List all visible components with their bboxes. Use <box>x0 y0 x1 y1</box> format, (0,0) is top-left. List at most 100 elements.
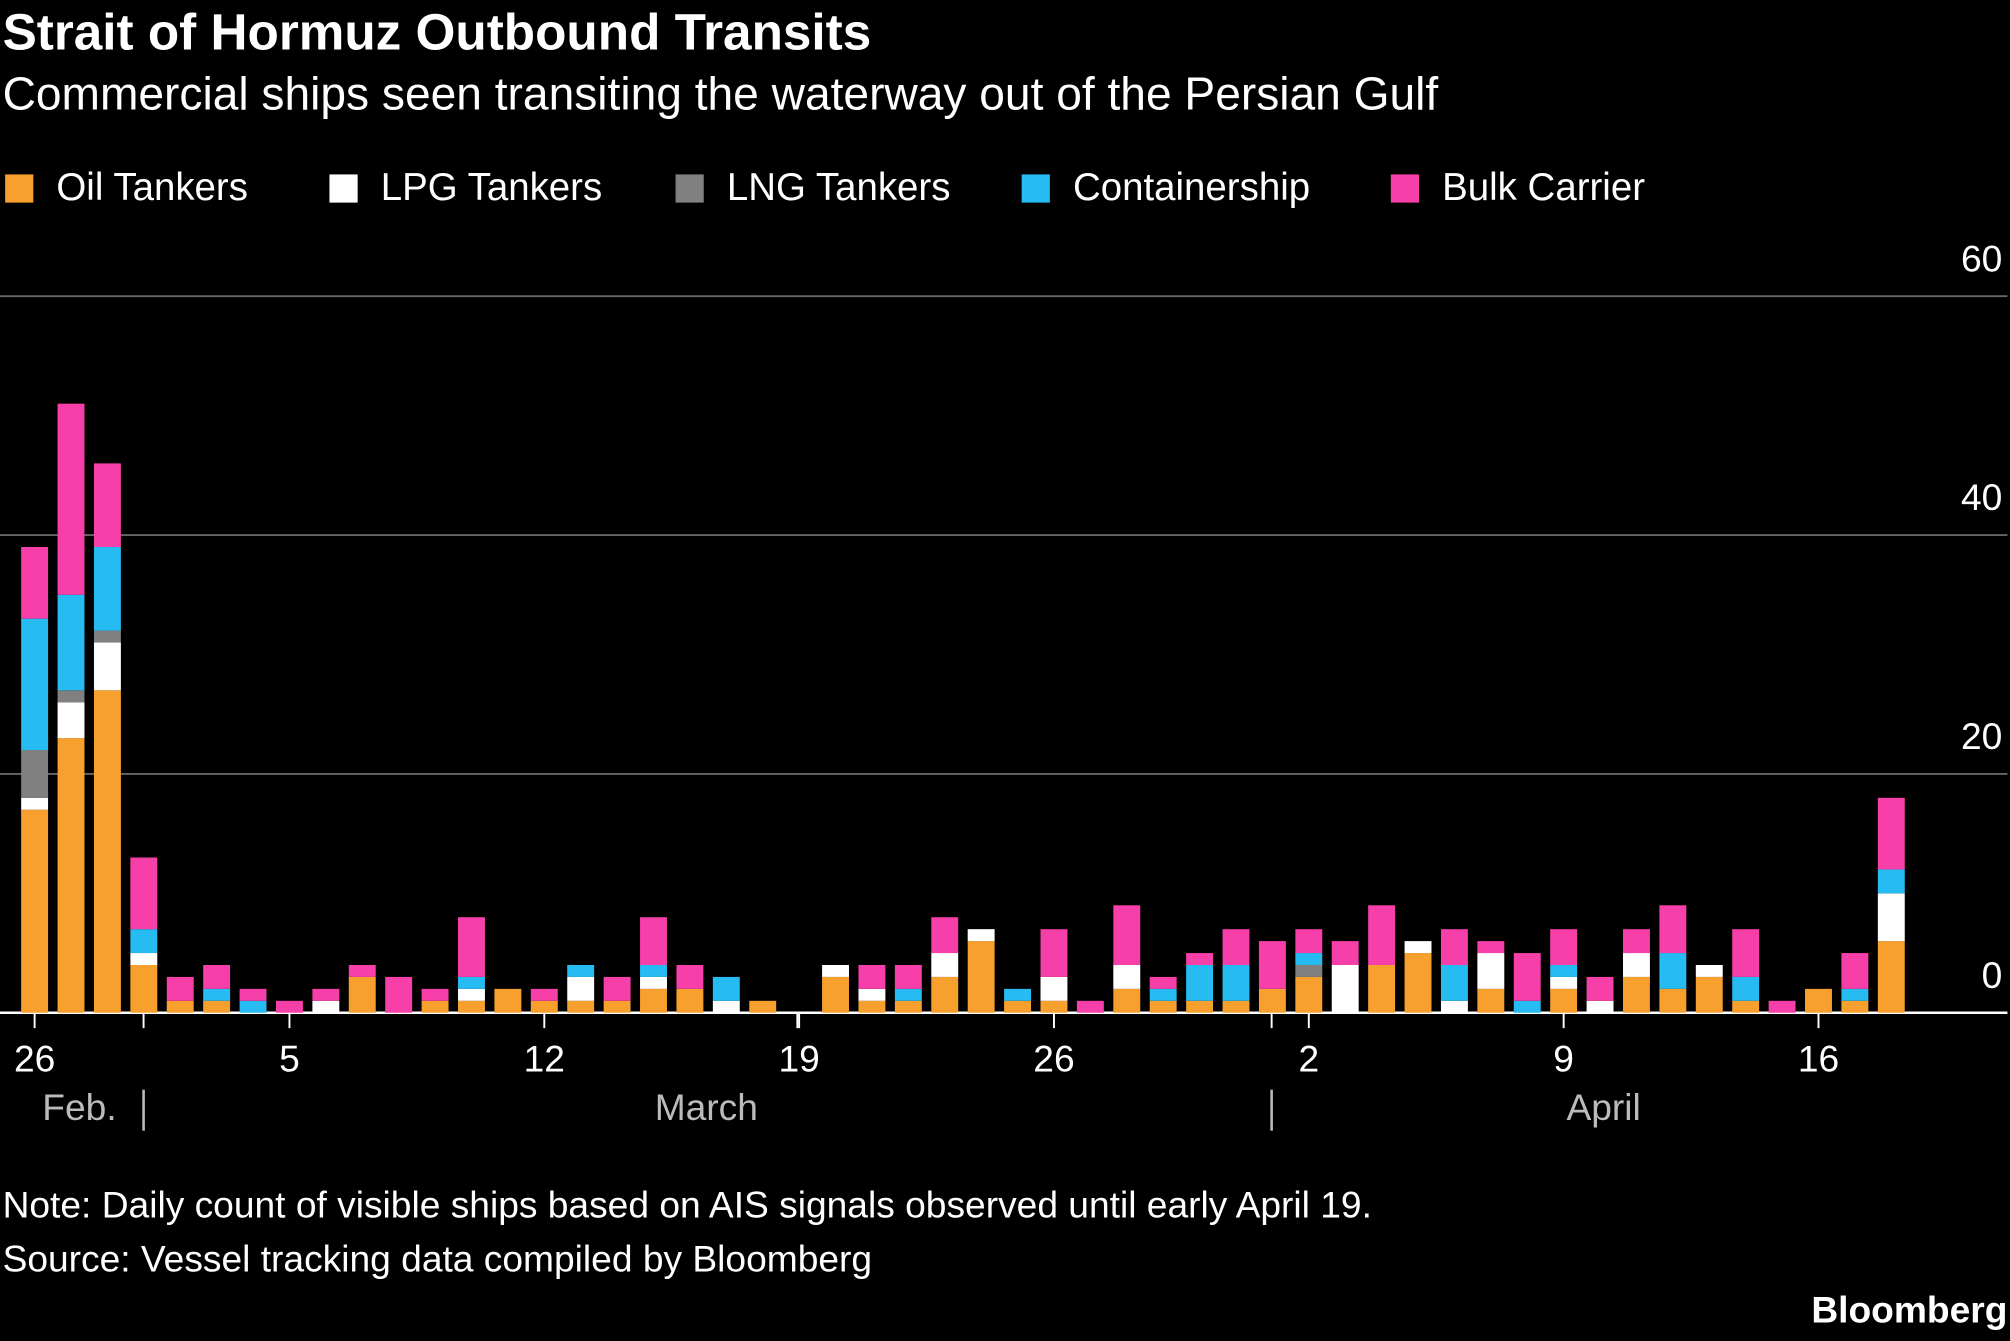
bar-segment <box>1550 964 1578 977</box>
bar-segment <box>1841 1000 1869 1013</box>
bar-segment <box>1149 988 1177 1001</box>
bar-segment <box>1550 929 1578 965</box>
bar-segment <box>421 1000 449 1013</box>
bar-segment <box>1877 797 1905 870</box>
bar-segment <box>1258 941 1286 989</box>
bar-segment <box>1659 988 1687 1013</box>
bar-segment <box>1659 953 1687 989</box>
legend-swatch <box>1021 174 1050 203</box>
y-tick-label: 40 <box>1961 476 2002 518</box>
bar-segment <box>1186 1000 1214 1013</box>
bar-segment <box>931 976 959 1013</box>
legend-label: Bulk Carrier <box>1442 166 1645 209</box>
bar-segment <box>1040 929 1068 977</box>
bar-segment <box>21 750 49 798</box>
x-tick-label: 2 <box>1298 1037 1319 1079</box>
bar-segment <box>1841 953 1869 989</box>
bar-segment <box>712 976 740 1001</box>
bar-segment <box>312 988 340 1001</box>
bar-segment <box>1550 988 1578 1013</box>
bar-segment <box>894 964 922 989</box>
y-tick-label: 20 <box>1961 715 2002 757</box>
month-label: Feb. <box>42 1086 116 1128</box>
bar-segment <box>567 976 595 1001</box>
bar-segment <box>239 1000 267 1013</box>
bar-segment <box>1404 953 1432 1013</box>
legend-swatch <box>329 174 358 203</box>
bar-segment <box>640 988 667 1013</box>
legend-label: LPG Tankers <box>381 166 602 209</box>
bar-segment <box>1222 1000 1250 1013</box>
bar-segment <box>1295 976 1323 1013</box>
bar-segment <box>1404 941 1432 954</box>
bar-segment <box>21 546 49 619</box>
bar-segment <box>21 618 49 751</box>
bar-segment <box>931 953 959 977</box>
bar-segment <box>894 1000 922 1013</box>
bar-segment <box>57 690 85 703</box>
bar-segment <box>640 964 667 977</box>
bar-segment <box>1440 929 1468 965</box>
bar-segment <box>93 546 121 631</box>
bar-segment <box>1368 964 1396 1013</box>
bar-segment <box>1331 941 1359 965</box>
bar-segment <box>1622 929 1650 954</box>
bar-segment <box>1659 905 1687 954</box>
bar-segment <box>1004 988 1032 1001</box>
bar-segment <box>1222 929 1250 965</box>
bar-segment <box>1477 941 1505 954</box>
bar-segment <box>1004 1000 1032 1013</box>
x-tick-label: 12 <box>524 1037 565 1079</box>
bar-segment <box>130 929 158 954</box>
x-tick-label: 16 <box>1798 1037 1839 1079</box>
bar-segment <box>385 976 413 1013</box>
bar-segment <box>203 1000 231 1013</box>
bar-segment <box>676 964 704 989</box>
bar-segment <box>239 988 267 1001</box>
bar-segment <box>1040 1000 1068 1013</box>
legend-label: Oil Tankers <box>56 166 248 209</box>
bar-segment <box>494 988 522 1013</box>
y-tick-label: 0 <box>1982 954 2003 996</box>
bar-segment <box>1877 869 1905 894</box>
bar-segment <box>130 857 158 930</box>
bar-segment <box>822 976 849 1013</box>
bar-segment <box>640 976 667 989</box>
bar-segment <box>275 1000 303 1013</box>
bar-segment <box>21 809 49 1013</box>
bar-segment <box>348 964 376 977</box>
bar-segment <box>348 976 376 1013</box>
bar-segment <box>1622 953 1650 977</box>
bar-segment <box>1841 988 1869 1001</box>
x-tick-label: 26 <box>1033 1037 1074 1079</box>
bar-segment <box>931 917 959 954</box>
note: Note: Daily count of visible ships based… <box>3 1183 1372 1225</box>
bar-segment <box>1513 953 1541 1001</box>
bar-segment <box>822 964 849 977</box>
bar-segment <box>1149 976 1177 989</box>
month-label: April <box>1566 1086 1640 1128</box>
bar-segment <box>1622 976 1650 1013</box>
bar-segment <box>1877 893 1905 942</box>
bar-segment <box>967 929 995 942</box>
bar-segment <box>57 594 85 691</box>
bar-segment <box>1513 1000 1541 1013</box>
bar-segment <box>312 1000 340 1013</box>
chart-subtitle: Commercial ships seen transiting the wat… <box>3 68 1439 120</box>
legend-swatch <box>5 174 34 203</box>
bar-segment <box>1113 905 1141 965</box>
bar-segment <box>130 953 158 965</box>
bar-segment <box>712 1000 740 1013</box>
bar-segment <box>858 964 886 989</box>
bar-segment <box>166 1000 194 1013</box>
chart-title: Strait of Hormuz Outbound Transits <box>3 4 872 61</box>
x-tick-label: 26 <box>14 1037 55 1079</box>
bar-segment <box>567 1000 595 1013</box>
x-tick-label: 9 <box>1553 1037 1574 1079</box>
bar-segment <box>458 917 485 977</box>
bar-segment <box>1258 988 1286 1013</box>
legend-swatch <box>675 174 704 203</box>
bar-segment <box>458 976 485 989</box>
bar-segment <box>603 976 631 1001</box>
bar-segment <box>894 988 922 1001</box>
